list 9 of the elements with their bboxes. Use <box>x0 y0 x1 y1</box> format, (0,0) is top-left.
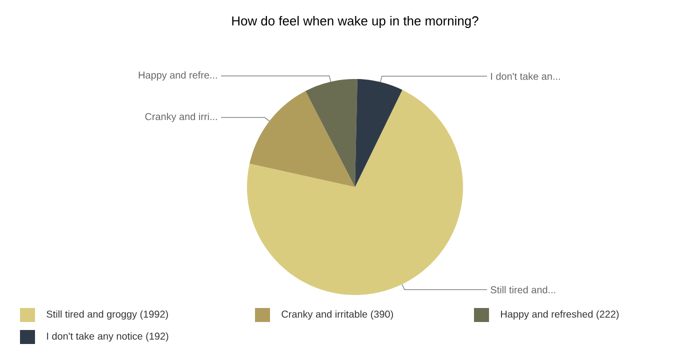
legend-label: Happy and refreshed (222) <box>501 310 619 320</box>
legend-label: Still tired and groggy (1992) <box>46 310 168 320</box>
legend-label: I don't take any notice (192) <box>47 332 168 342</box>
legend-label: Cranky and irritable (390) <box>282 310 393 320</box>
text: Cranky and irri... <box>145 112 217 122</box>
text: Happy and refre... <box>138 71 217 81</box>
chart-title: How do feel when wake up in the morning? <box>232 16 478 28</box>
text: I don't take an... <box>491 72 560 80</box>
text: Still tired and... <box>490 286 556 294</box>
